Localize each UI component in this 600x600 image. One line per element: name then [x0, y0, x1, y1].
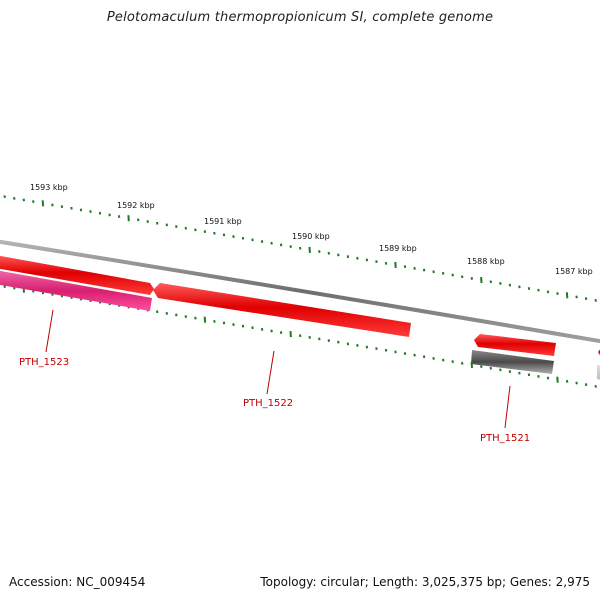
- genome-backbone: [0, 239, 600, 344]
- leader-line-pth-1522: [266, 350, 275, 395]
- gene-label-pth-1523[interactable]: PTH_1523: [19, 357, 69, 368]
- leader-line-pth-1523: [45, 309, 54, 353]
- scale-label-1593: 1593 kbp: [30, 183, 68, 192]
- scale-label-1588: 1588 kbp: [467, 257, 505, 266]
- scale-labels: 1593 kbp 1592 kbp 1591 kbp 1590 kbp 1589…: [30, 183, 593, 276]
- scale-label-1589: 1589 kbp: [379, 244, 417, 253]
- gene-label-pth-1521[interactable]: PTH_1521: [480, 433, 530, 444]
- scale-ticks-upper: [3, 195, 597, 302]
- scale-label-1587: 1587 kbp: [555, 267, 593, 276]
- scale-label-1591: 1591 kbp: [204, 217, 242, 226]
- feature-partial-edge-gray[interactable]: [597, 365, 600, 380]
- gene-label-pth-1522[interactable]: PTH_1522: [243, 398, 293, 409]
- genome-summary-text: Topology: circular; Length: 3,025,375 bp…: [260, 575, 590, 589]
- feature-red-left[interactable]: [0, 255, 154, 295]
- map-title: Pelotomaculum thermopropionicum SI, comp…: [106, 10, 494, 25]
- gene-feature-pth-1523[interactable]: [0, 270, 152, 311]
- leader-line-pth-1521: [504, 385, 511, 429]
- feature-red-right[interactable]: [474, 334, 556, 356]
- gene-feature-pth-1522[interactable]: [153, 283, 411, 337]
- gene-feature-pth-1521[interactable]: [471, 350, 554, 374]
- scale-label-1592: 1592 kbp: [117, 201, 155, 210]
- accession-text: Accession: NC_009454: [9, 575, 146, 589]
- scale-label-1590: 1590 kbp: [292, 232, 330, 241]
